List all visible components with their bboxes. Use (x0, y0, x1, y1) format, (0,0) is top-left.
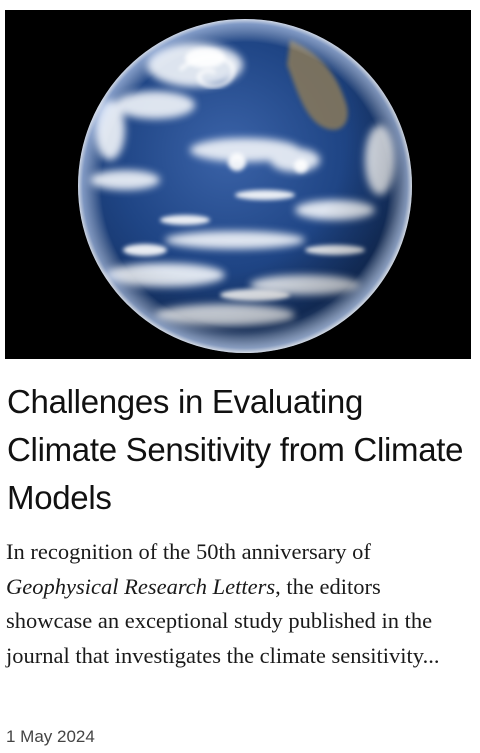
earth-globe-image (5, 10, 471, 359)
article-image[interactable] (5, 10, 471, 359)
journal-name: Geophysical Research Letters (6, 573, 276, 599)
publish-date: 1 May 2024 (6, 727, 95, 746)
article-title[interactable]: Challenges in Evaluating Climate Sensiti… (7, 383, 464, 516)
excerpt-text-start: In recognition of the 50th anniversary o… (6, 539, 371, 564)
excerpt-text-end: , the editors showcase an exceptional st… (6, 573, 440, 668)
article-excerpt: In recognition of the 50th anniversary o… (6, 535, 472, 673)
